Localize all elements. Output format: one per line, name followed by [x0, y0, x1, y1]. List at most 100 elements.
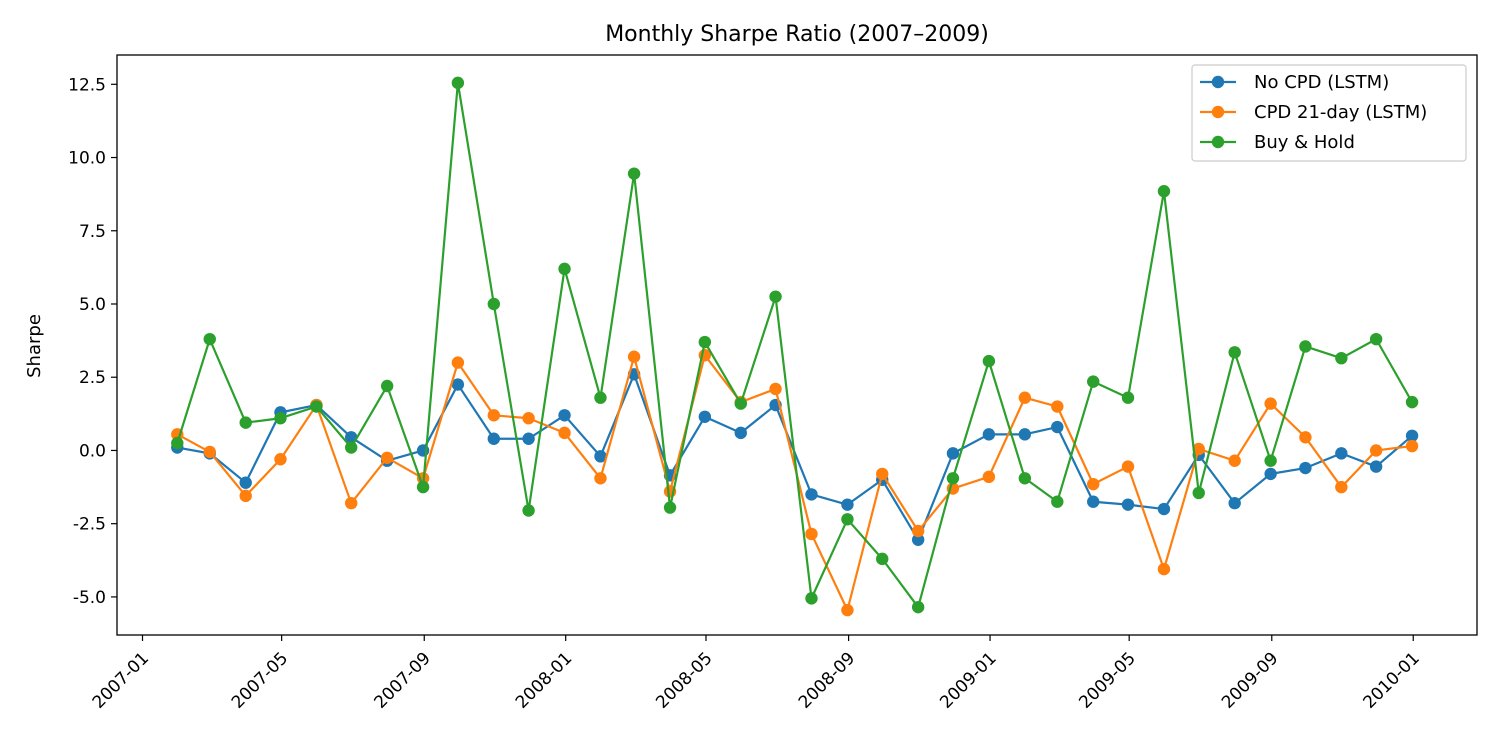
series-point-1-2 — [239, 489, 252, 503]
series-line-1 — [176, 354, 1413, 612]
series-point-1-24 — [1018, 391, 1032, 404]
series-point-2-24 — [1018, 472, 1032, 485]
series-point-1-27 — [1121, 460, 1135, 473]
series-point-1-9 — [487, 409, 501, 422]
series-point-2-27 — [1121, 391, 1135, 404]
series-point-0-2 — [239, 476, 252, 489]
series-point-0-24 — [1018, 428, 1032, 441]
y-tick-label-0: -5.0 — [73, 588, 106, 608]
series-point-0-8 — [451, 378, 465, 391]
x-tick-label-1: 2007-05 — [228, 648, 292, 712]
series-point-2-12 — [594, 391, 607, 404]
series-point-0-11 — [558, 409, 571, 422]
legend-label-0: No CPD (LSTM) — [1254, 72, 1389, 93]
legend-marker-1 — [1211, 105, 1225, 119]
series-point-2-19 — [841, 513, 854, 526]
series-point-0-12 — [594, 450, 607, 463]
series-1 — [171, 349, 1419, 617]
x-tick-label-6: 2009-01 — [936, 648, 1000, 712]
y-tick-label-3: 2.5 — [79, 368, 106, 388]
series-point-2-9 — [487, 297, 501, 311]
legend-label-1: CPD 21-day (LSTM) — [1254, 102, 1427, 123]
series-point-2-0 — [171, 436, 184, 450]
series-point-0-28 — [1157, 502, 1171, 516]
series-point-2-17 — [769, 290, 782, 303]
series-point-2-22 — [946, 472, 960, 485]
series-2 — [171, 76, 1419, 614]
series-point-2-2 — [239, 416, 252, 429]
series-point-2-14 — [663, 501, 677, 514]
series-point-1-30 — [1228, 454, 1241, 467]
series-point-2-18 — [805, 592, 818, 605]
series-point-2-29 — [1192, 486, 1205, 500]
series-point-0-9 — [487, 432, 501, 445]
x-tick-label-4: 2008-05 — [652, 648, 716, 712]
series-point-1-13 — [627, 350, 641, 363]
y-tick-label-2: 0.0 — [79, 441, 106, 461]
series-point-1-18 — [805, 527, 818, 541]
series-point-1-25 — [1051, 400, 1064, 413]
series-point-1-21 — [911, 524, 925, 538]
plot-area — [171, 76, 1419, 617]
chart-title: Monthly Sharpe Ratio (2007–2009) — [605, 22, 989, 47]
series-point-0-33 — [1335, 447, 1348, 460]
series-point-1-8 — [451, 356, 465, 369]
series-point-2-3 — [274, 412, 287, 425]
series-point-2-11 — [558, 262, 571, 276]
series-point-1-23 — [982, 470, 996, 484]
series-point-2-5 — [345, 441, 358, 454]
legend-marker-0 — [1211, 75, 1225, 89]
series-point-1-12 — [594, 472, 607, 485]
legend-marker-2 — [1211, 135, 1225, 149]
series-point-1-35 — [1405, 439, 1419, 453]
series-point-2-16 — [734, 397, 747, 410]
series-point-2-13 — [627, 167, 641, 180]
series-point-2-10 — [522, 504, 535, 517]
series-point-1-10 — [522, 412, 535, 425]
series-point-0-34 — [1369, 460, 1383, 473]
series-point-1-6 — [380, 451, 394, 464]
legend-box — [1191, 64, 1467, 162]
series-point-2-23 — [982, 354, 996, 368]
series-point-0-23 — [982, 428, 996, 441]
series-point-1-5 — [345, 496, 358, 510]
series-point-2-31 — [1264, 454, 1277, 467]
series-point-2-8 — [451, 76, 465, 90]
series-point-1-3 — [274, 453, 287, 466]
x-tick-label-5: 2008-09 — [795, 648, 859, 712]
series-point-1-26 — [1087, 477, 1100, 491]
series-point-2-35 — [1405, 395, 1419, 409]
x-tick-label-7: 2009-05 — [1075, 648, 1139, 712]
x-tick-label-3: 2008-01 — [512, 648, 576, 712]
series-point-0-35 — [1405, 429, 1419, 443]
x-tick-label-9: 2010-01 — [1359, 648, 1423, 712]
series-point-2-6 — [380, 379, 394, 393]
series-point-1-33 — [1335, 480, 1348, 494]
legend-label-2: Buy & Hold — [1254, 132, 1355, 153]
series-point-1-11 — [558, 426, 571, 440]
series-point-0-26 — [1087, 495, 1100, 508]
legend: No CPD (LSTM) CPD 21-day (LSTM) Buy & Hold — [1191, 64, 1467, 162]
y-tick-label-5: 7.5 — [79, 222, 106, 242]
series-point-2-20 — [876, 552, 889, 566]
series-point-1-29 — [1192, 442, 1205, 456]
series-point-0-18 — [805, 488, 818, 501]
series-point-2-1 — [203, 332, 216, 346]
y-tick-label-6: 10.0 — [68, 149, 106, 169]
series-point-0-30 — [1228, 496, 1241, 510]
series-point-1-19 — [841, 603, 854, 617]
series-point-2-32 — [1299, 340, 1312, 353]
y-tick-label-1: -2.5 — [73, 515, 106, 535]
series-point-2-21 — [911, 600, 925, 614]
series-point-2-34 — [1369, 332, 1383, 346]
series-point-1-31 — [1264, 397, 1277, 410]
series-point-1-34 — [1369, 444, 1383, 457]
plot-frame — [116, 54, 1478, 636]
series-line-2 — [176, 81, 1414, 609]
y-tick-label-4: 5.0 — [79, 295, 106, 315]
series-point-0-21 — [911, 533, 925, 546]
y-tick-label-7: 12.5 — [68, 75, 106, 95]
series-point-0-10 — [522, 432, 535, 445]
series-point-2-26 — [1087, 375, 1100, 388]
